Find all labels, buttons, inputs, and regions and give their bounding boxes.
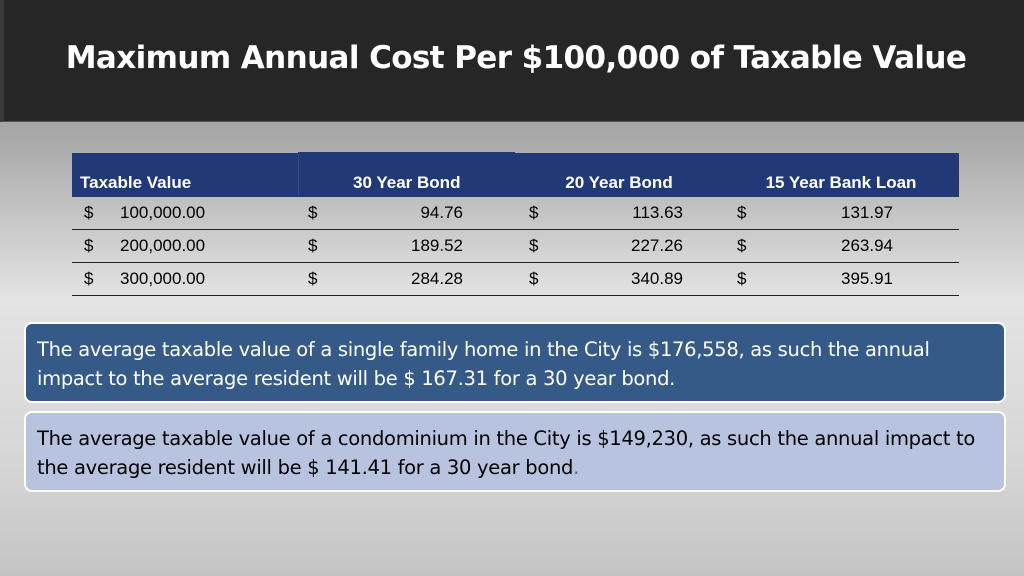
cell-15-year-bank-loan: $263.94 (723, 229, 959, 263)
table-header-row: Taxable Value 30 Year Bond 20 Year Bond … (72, 152, 959, 197)
currency-symbol: $ (84, 236, 94, 255)
currency-symbol: $ (529, 269, 539, 288)
cell-taxable-value: $200,000.00 (72, 229, 298, 263)
cell-value: 100,000.00 (120, 203, 206, 222)
cell-value: 263.94 (841, 236, 893, 255)
cell-value: 131.97 (841, 203, 893, 222)
cell-value: 200,000.00 (120, 236, 206, 255)
table-row: $300,000.00 $284.28 $340.89 $395.91 (72, 262, 959, 296)
cell-value: 395.91 (841, 269, 893, 288)
currency-symbol: $ (737, 236, 747, 255)
cell-value: 227.26 (631, 236, 683, 255)
cell-value: 189.52 (411, 236, 463, 255)
header-20-year-bond: 20 Year Bond (515, 153, 723, 197)
header-taxable-value: Taxable Value (72, 153, 299, 197)
currency-symbol: $ (308, 203, 318, 222)
header-15-year-bank-loan: 15 Year Bank Loan (723, 153, 959, 197)
cell-value: 340.89 (631, 269, 683, 288)
cell-30-year-bond: $94.76 (298, 197, 515, 230)
condominium-note-period: . (573, 456, 580, 479)
cell-15-year-bank-loan: $395.91 (723, 262, 959, 296)
header-30-year-bond: 30 Year Bond (298, 152, 515, 197)
cell-15-year-bank-loan: $131.97 (723, 197, 959, 230)
cell-taxable-value: $100,000.00 (72, 197, 298, 230)
currency-symbol: $ (84, 203, 94, 222)
table-row: $100,000.00 $94.76 $113.63 $131.97 (72, 197, 959, 230)
cell-30-year-bond: $189.52 (298, 229, 515, 263)
slide-title: Maximum Annual Cost Per $100,000 of Taxa… (65, 40, 967, 76)
cost-table: Taxable Value 30 Year Bond 20 Year Bond … (72, 152, 959, 296)
currency-symbol: $ (529, 236, 539, 255)
single-family-note: The average taxable value of a single fa… (24, 322, 1006, 403)
currency-symbol: $ (529, 203, 539, 222)
cell-20-year-bond: $227.26 (515, 229, 723, 263)
cell-value: 94.76 (420, 203, 463, 222)
cell-value: 300,000.00 (120, 269, 206, 288)
currency-symbol: $ (308, 269, 318, 288)
cell-20-year-bond: $113.63 (515, 197, 723, 230)
single-family-note-text: The average taxable value of a single fa… (37, 338, 930, 390)
condominium-note: The average taxable value of a condomini… (24, 411, 1006, 492)
title-bar: Maximum Annual Cost Per $100,000 of Taxa… (0, 0, 1024, 122)
currency-symbol: $ (308, 236, 318, 255)
cell-20-year-bond: $340.89 (515, 262, 723, 296)
table-row: $200,000.00 $189.52 $227.26 $263.94 (72, 229, 959, 263)
condominium-note-text: The average taxable value of a condomini… (37, 427, 976, 479)
cell-30-year-bond: $284.28 (298, 262, 515, 296)
cell-taxable-value: $300,000.00 (72, 262, 298, 296)
currency-symbol: $ (84, 269, 94, 288)
currency-symbol: $ (737, 269, 747, 288)
cell-value: 113.63 (632, 203, 683, 222)
cell-value: 284.28 (411, 269, 463, 288)
currency-symbol: $ (737, 203, 747, 222)
